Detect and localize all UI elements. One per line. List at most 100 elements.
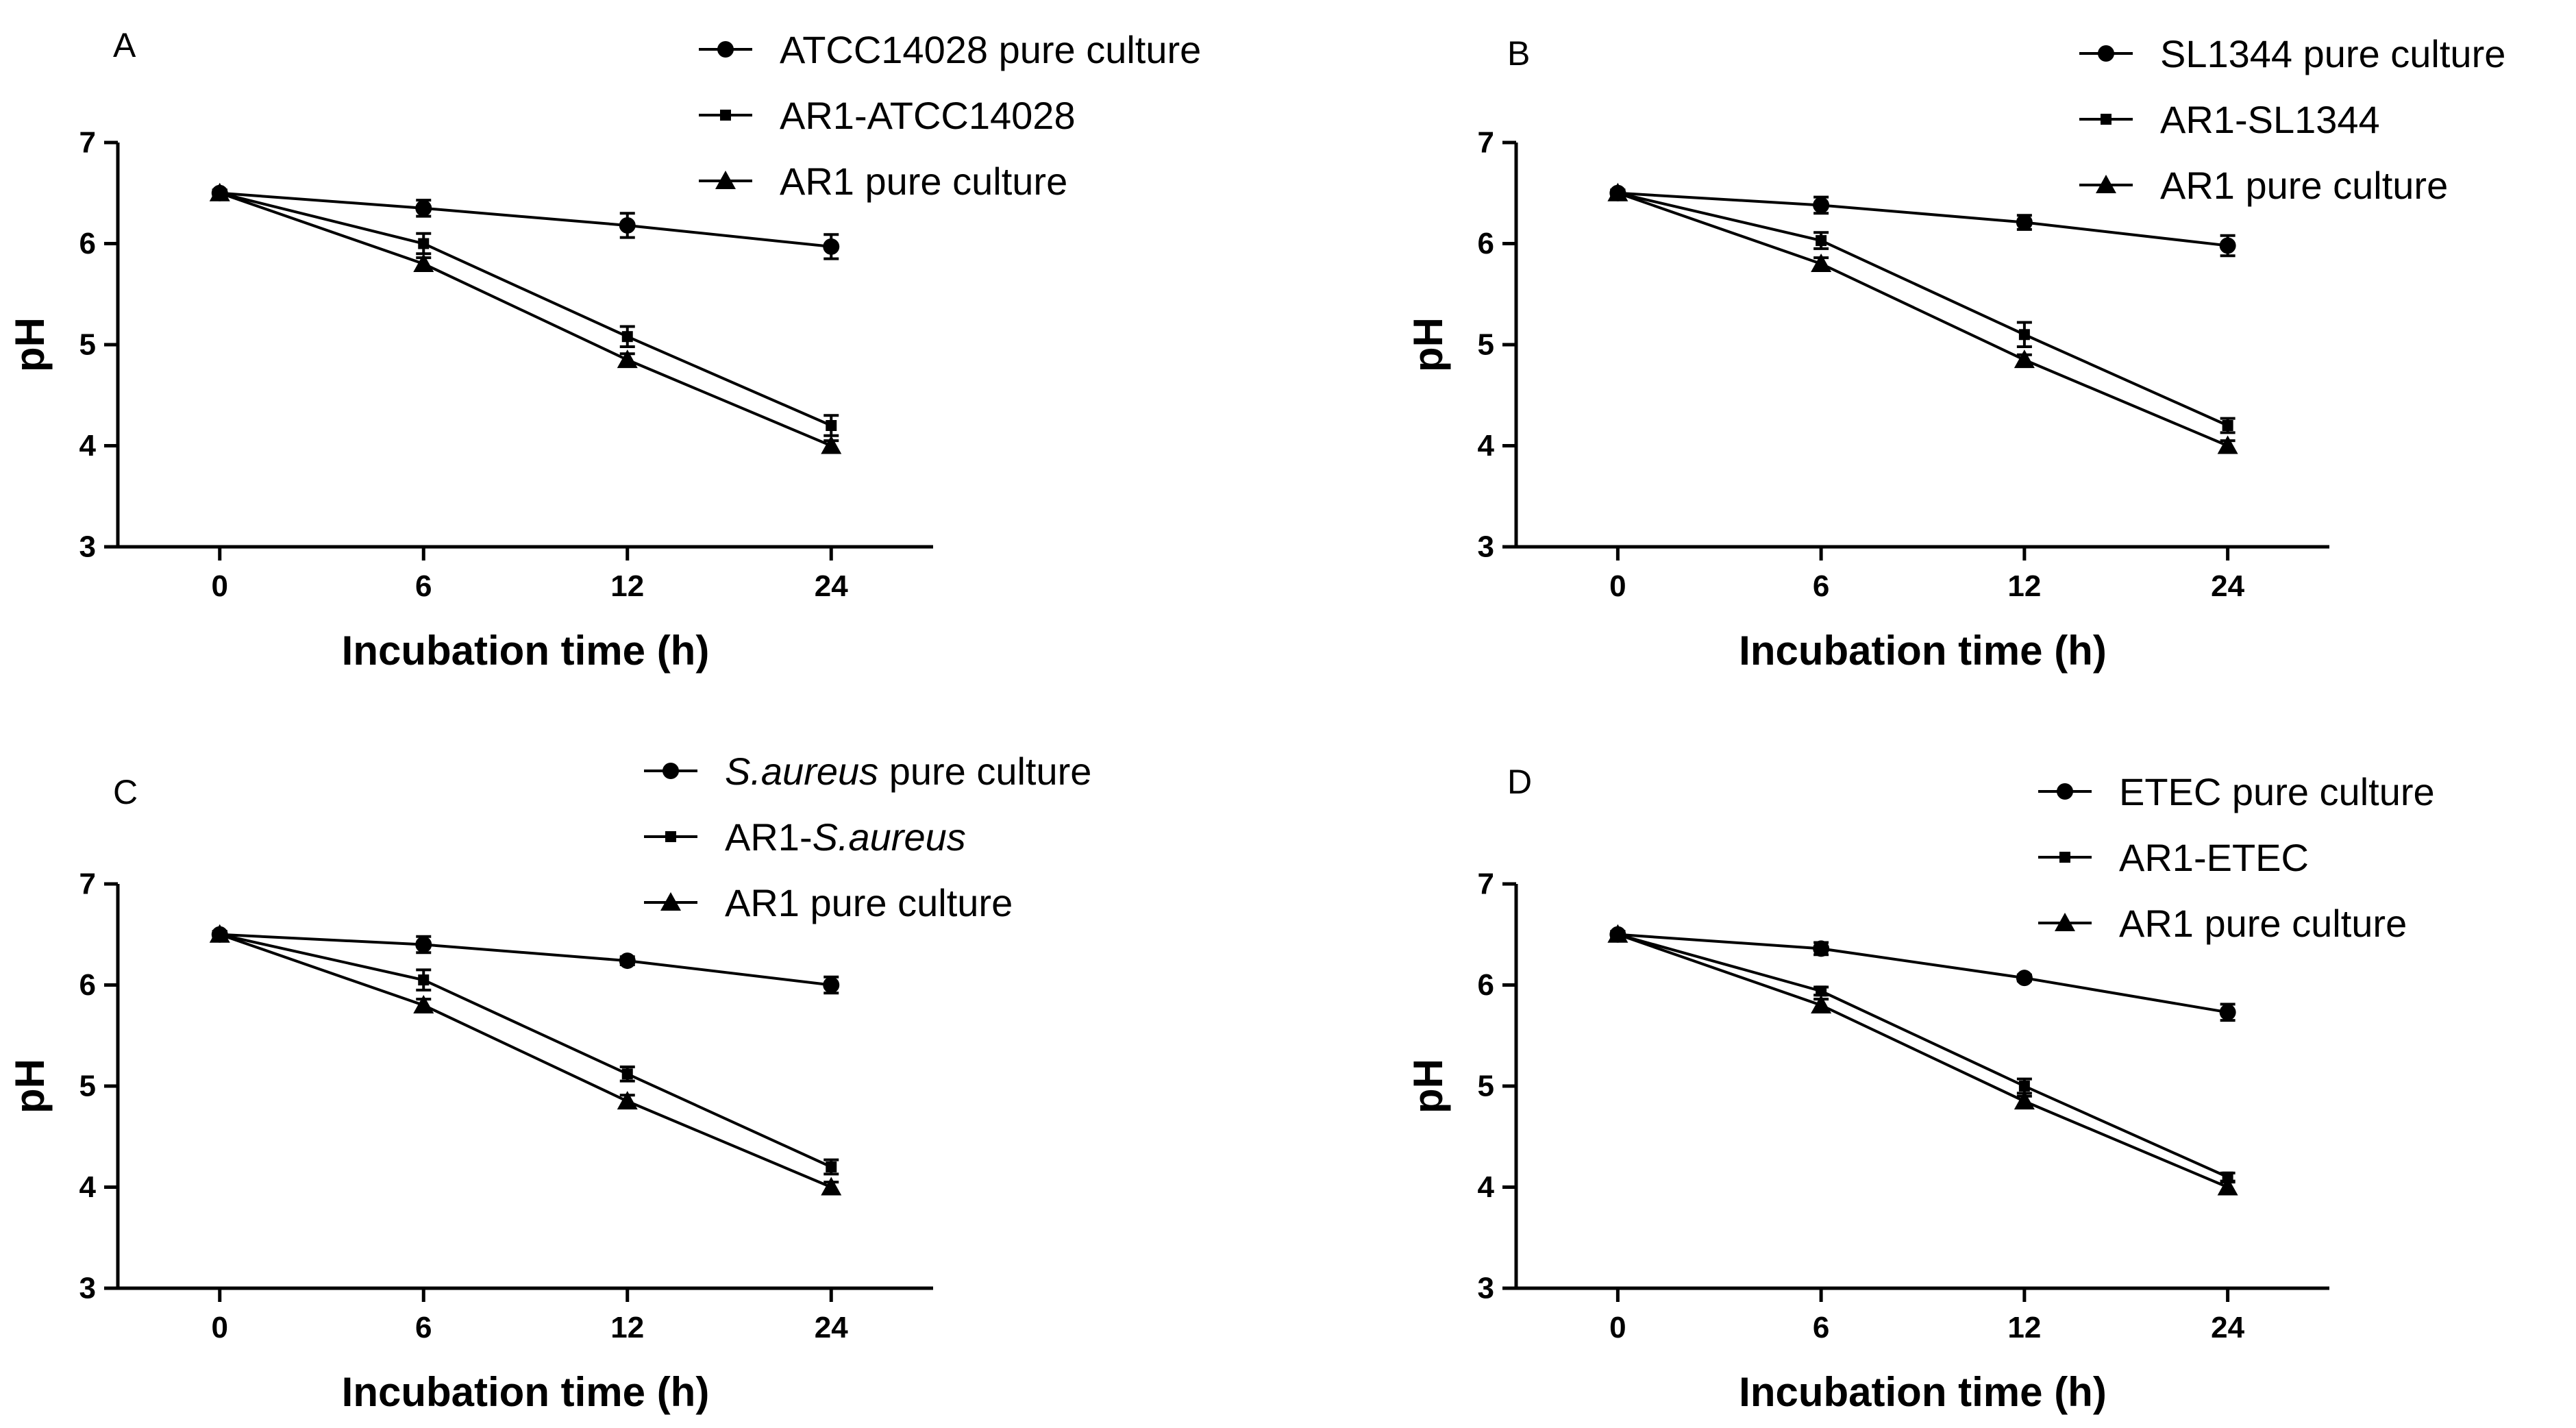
x-tick-label: 24 xyxy=(2211,569,2244,603)
series-line xyxy=(1618,191,2228,247)
y-tick-label: 5 xyxy=(1478,328,1494,362)
y-tick-label: 6 xyxy=(79,227,96,260)
legend-label: AR1-S.aureus xyxy=(725,815,966,859)
series-line xyxy=(219,191,832,248)
x-tick-label: 6 xyxy=(415,1311,432,1344)
data-point xyxy=(619,217,636,234)
data-point xyxy=(2018,1081,2030,1092)
legend-marker-circle xyxy=(662,763,679,779)
x-axis-label: Incubation time (h) xyxy=(342,1369,710,1415)
data-point xyxy=(2217,435,2238,454)
x-tick-label: 24 xyxy=(815,569,848,603)
data-point xyxy=(1813,197,1830,214)
series-square xyxy=(212,928,839,1176)
legend-marker-circle xyxy=(2098,45,2114,62)
data-point xyxy=(2014,1091,2035,1110)
data-point xyxy=(617,349,638,369)
series-line xyxy=(219,191,832,447)
panel-letter: B xyxy=(1507,34,1530,73)
series-line xyxy=(219,933,832,1168)
data-point xyxy=(1816,235,1827,247)
series-line xyxy=(219,933,832,1189)
y-axis-label: pH xyxy=(1405,317,1451,372)
data-point xyxy=(826,1161,837,1172)
data-point xyxy=(1811,254,1832,272)
series-square xyxy=(1610,928,2236,1183)
legend-label: S.aureus pure culture xyxy=(725,750,1091,793)
panel-d: D 3 4 5 6 7 0 6 12 24 Incubation time (h) pH ETEC pu… xyxy=(1405,763,2435,1415)
legend-item: AR1-ETEC xyxy=(2038,836,2309,879)
legend-marker-square xyxy=(2059,852,2070,863)
x-tick-label: 0 xyxy=(212,1311,228,1344)
series-triangle xyxy=(209,924,842,1196)
legend-item: AR1 pure culture xyxy=(2038,902,2407,945)
data-point xyxy=(209,924,230,943)
panel-letter: A xyxy=(113,26,136,64)
data-point xyxy=(2018,329,2030,341)
legend: ETEC pure culture AR1-ETEC AR1 pure cultur… xyxy=(2038,770,2435,945)
data-point xyxy=(2217,1177,2238,1196)
legend-item: AR1-ATCC14028 xyxy=(699,94,1076,137)
legend: SL1344 pure culture AR1-SL1344 AR1 pure cu… xyxy=(2079,32,2505,207)
legend-label: AR1 pure culture xyxy=(2160,164,2448,207)
series-line xyxy=(1617,933,2229,1189)
y-tick-label: 7 xyxy=(1478,867,1494,901)
y-tick-label: 4 xyxy=(79,1170,97,1204)
y-tick-label: 3 xyxy=(79,1272,96,1305)
data-point xyxy=(413,995,434,1013)
y-tick-label: 4 xyxy=(1478,429,1495,463)
data-point xyxy=(415,936,432,953)
y-tick-label: 4 xyxy=(1478,1170,1495,1204)
legend-item: AR1-SL1344 xyxy=(2079,98,2380,141)
legend-marker-square xyxy=(2101,114,2111,125)
series-triangle xyxy=(1607,182,2238,454)
legend-marker-square xyxy=(720,110,731,121)
series-line xyxy=(1617,191,2229,447)
panel-c: C 3 4 5 6 7 0 6 12 24 Incubation time (h) pH S.aureu… xyxy=(7,750,1091,1416)
x-axis-label: Incubation time (h) xyxy=(1739,628,2107,674)
x-tick-label: 0 xyxy=(1609,569,1626,603)
legend-marker-triangle xyxy=(2055,913,2075,931)
legend-item: SL1344 pure culture xyxy=(2079,32,2505,75)
legend-marker-square xyxy=(665,831,676,842)
series-triangle xyxy=(209,182,842,454)
data-point xyxy=(826,420,837,431)
legend: S.aureus pure culture AR1-S.aureus AR1 pur… xyxy=(644,750,1091,924)
data-point xyxy=(2222,420,2233,431)
data-point xyxy=(821,435,842,454)
x-tick-label: 12 xyxy=(610,569,644,603)
series-line xyxy=(1617,191,2229,427)
series-line xyxy=(1617,933,2229,1179)
panel-letter: D xyxy=(1507,763,1532,801)
data-point xyxy=(1813,940,1830,957)
legend-item: AR1-S.aureus xyxy=(644,815,966,859)
legend-item: AR1 pure culture xyxy=(2079,164,2448,207)
data-point xyxy=(2016,970,2033,987)
legend-label: AR1 pure culture xyxy=(725,881,1013,924)
series-circle xyxy=(1609,184,2236,258)
x-tick-label: 24 xyxy=(815,1311,848,1344)
series-line xyxy=(1618,933,2228,1014)
y-axis-label: pH xyxy=(7,1059,53,1113)
legend-label: SL1344 pure culture xyxy=(2160,32,2505,75)
y-tick-label: 5 xyxy=(1478,1070,1494,1103)
legend-item: AR1 pure culture xyxy=(699,160,1067,203)
y-tick-label: 7 xyxy=(1478,126,1494,160)
data-point xyxy=(2219,1004,2236,1021)
series-circle xyxy=(211,926,840,995)
panel-b: B 3 4 5 6 7 0 6 12 24 Incubation time (h) pH SL1344 … xyxy=(1405,32,2505,674)
y-tick-label: 4 xyxy=(79,429,97,463)
series-line xyxy=(219,191,832,427)
data-point xyxy=(2219,237,2236,254)
data-point xyxy=(418,974,430,986)
y-tick-label: 5 xyxy=(79,328,96,362)
data-point xyxy=(823,238,840,255)
data-point xyxy=(617,1091,638,1110)
y-tick-label: 5 xyxy=(79,1070,96,1103)
panel-letter: C xyxy=(113,773,138,811)
data-point xyxy=(1816,985,1827,997)
x-tick-label: 6 xyxy=(415,569,432,603)
x-axis-label: Incubation time (h) xyxy=(342,628,710,674)
legend-item: ATCC14028 pure culture xyxy=(699,28,1201,71)
